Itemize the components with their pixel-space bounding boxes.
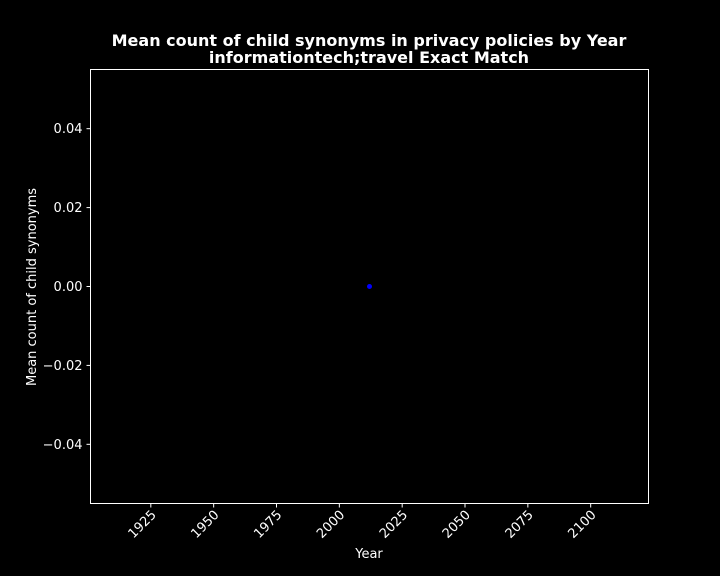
x-tick-label: 2075	[503, 508, 537, 542]
chart-title: Mean count of child synonyms in privacy …	[112, 31, 627, 50]
y-tick-label: −0.04	[43, 438, 83, 453]
x-tick-label: 1950	[188, 508, 222, 542]
x-tick-label: 2025	[377, 508, 411, 542]
data-point	[367, 284, 372, 289]
x-tick-label: 2000	[314, 508, 348, 542]
y-tick-label: 0.02	[54, 201, 83, 216]
x-axis-label: Year	[354, 547, 383, 562]
x-axis-ticks: 1925 1950 1975 2000 2025 2050 2075 2100	[126, 503, 600, 542]
x-tick-label: 2050	[440, 508, 474, 542]
x-tick-label: 1975	[251, 508, 285, 542]
y-axis-ticks: −0.04 −0.02 0.00 0.02 0.04	[43, 122, 91, 453]
data-points	[367, 284, 372, 289]
x-tick-label: 1925	[126, 508, 160, 542]
y-tick-label: −0.02	[43, 359, 83, 374]
y-tick-label: 0.00	[54, 280, 83, 295]
chart-subtitle: informationtech;travel Exact Match	[209, 48, 529, 67]
x-tick-label: 2100	[566, 508, 600, 542]
y-tick-label: 0.04	[54, 122, 83, 137]
y-axis-label: Mean count of child synonyms	[25, 188, 40, 386]
